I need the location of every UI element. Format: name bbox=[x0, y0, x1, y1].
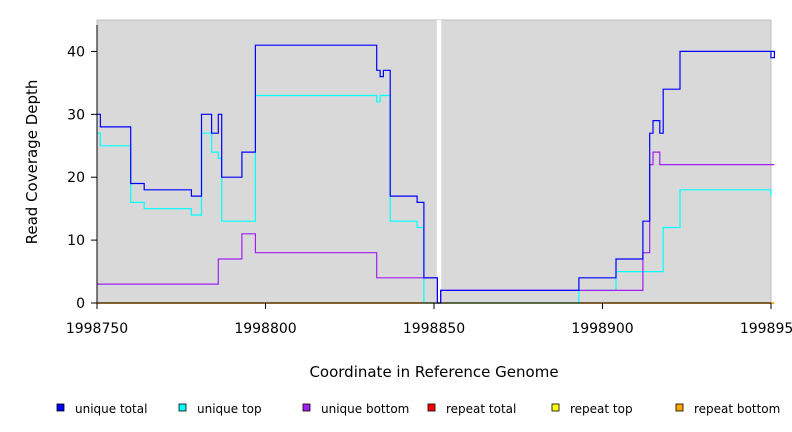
legend-swatch bbox=[551, 403, 560, 412]
x-tick-label: 1998950 bbox=[740, 321, 792, 337]
legend-label: repeat total bbox=[446, 402, 516, 416]
y-tick-label: 20 bbox=[67, 170, 85, 186]
axes: 0 10 20 30 40 1998750 1998800 1998850 1998900 199… bbox=[66, 25, 792, 337]
legend-swatch bbox=[427, 403, 436, 412]
plot-area bbox=[96, 19, 772, 304]
y-tick-label: 40 bbox=[67, 44, 85, 60]
y-tick-label: 0 bbox=[76, 296, 85, 312]
legend-swatch bbox=[302, 403, 311, 412]
series-line-unique-top bbox=[97, 94, 772, 304]
legend-swatch bbox=[675, 403, 684, 412]
x-tick-label: 1998900 bbox=[571, 321, 633, 337]
series-line-unique-total bbox=[97, 44, 775, 304]
legend: unique total unique top unique bottom repea… bbox=[56, 402, 780, 416]
x-axis-title: Coordinate in Reference Genome bbox=[309, 363, 558, 381]
legend-label: repeat top bbox=[570, 402, 633, 416]
legend-label: repeat bottom bbox=[694, 402, 780, 416]
plot-background bbox=[96, 19, 772, 304]
y-axis-title: Read Coverage Depth bbox=[23, 80, 41, 245]
legend-label: unique bottom bbox=[321, 402, 409, 416]
legend-swatch bbox=[56, 403, 65, 412]
legend-label: unique top bbox=[197, 402, 262, 416]
y-tick-label: 10 bbox=[67, 233, 85, 249]
x-tick-label: 1998850 bbox=[403, 321, 465, 337]
legend-swatch bbox=[178, 403, 187, 412]
y-tick-label: 30 bbox=[67, 107, 85, 123]
x-tick-label: 1998750 bbox=[66, 321, 128, 337]
legend-label: unique total bbox=[75, 402, 147, 416]
coverage-gap bbox=[436, 20, 442, 303]
x-tick-label: 1998800 bbox=[234, 321, 296, 337]
